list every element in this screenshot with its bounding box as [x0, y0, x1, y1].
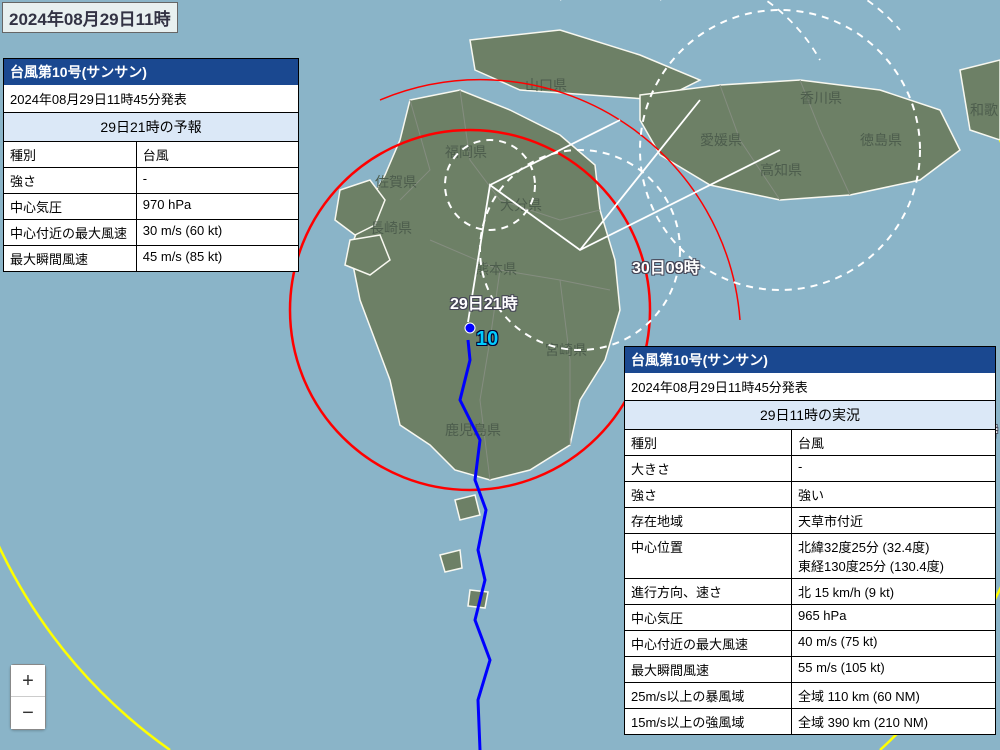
row-key: 中心気圧 [4, 194, 136, 220]
prefecture-label: 長崎県 [370, 218, 412, 238]
panel-announce: 2024年08月29日11時45分発表 [625, 373, 995, 401]
prefecture-label: 大分県 [500, 195, 542, 215]
row-value: 970 hPa [136, 194, 298, 220]
row-value: 30 m/s (60 kt) [136, 220, 298, 246]
map-timestamp: 2024年08月29日11時 [2, 2, 178, 33]
row-value: 40 m/s (75 kt) [792, 631, 996, 657]
row-key: 25m/s以上の暴風域 [625, 683, 792, 709]
row-value: 全域 390 km (210 NM) [792, 709, 996, 735]
table-row: 種別台風 [625, 430, 995, 456]
row-key: 中心付近の最大風速 [625, 631, 792, 657]
panel-announce: 2024年08月29日11時45分発表 [4, 85, 298, 113]
forecast-time-label: 30日09時 [632, 254, 700, 278]
row-value: - [792, 456, 996, 482]
table-row: 25m/s以上の暴風域全域 110 km (60 NM) [625, 683, 995, 709]
table-row: 進行方向、速さ北 15 km/h (9 kt) [625, 579, 995, 605]
row-key: 種別 [4, 142, 136, 168]
table-row: 中心気圧970 hPa [4, 194, 298, 220]
table-row: 強さ- [4, 168, 298, 194]
current-table: 種別台風大きさ-強さ強い存在地域天草市付近中心位置北緯32度25分 (32.4度… [625, 430, 995, 734]
table-row: 種別台風 [4, 142, 298, 168]
row-value: 55 m/s (105 kt) [792, 657, 996, 683]
zoom-control: + − [10, 664, 46, 730]
table-row: 中心付近の最大風速40 m/s (75 kt) [625, 631, 995, 657]
table-row: 中心位置北緯32度25分 (32.4度) 東経130度25分 (130.4度) [625, 534, 995, 579]
row-key: 最大瞬間風速 [625, 657, 792, 683]
typhoon-map[interactable]: 2024年08月29日11時 台風第10号(サンサン) 2024年08月29日1… [0, 0, 1000, 750]
row-value: 45 m/s (85 kt) [136, 246, 298, 272]
prefecture-label: 宮崎県 [545, 340, 587, 360]
table-row: 強さ強い [625, 482, 995, 508]
panel-subhead: 29日11時の実況 [625, 401, 995, 430]
row-value: 強い [792, 482, 996, 508]
row-key: 存在地域 [625, 508, 792, 534]
row-key: 強さ [4, 168, 136, 194]
row-value: - [136, 168, 298, 194]
panel-title: 台風第10号(サンサン) [4, 59, 298, 85]
row-value: 北 15 km/h (9 kt) [792, 579, 996, 605]
row-key: 最大瞬間風速 [4, 246, 136, 272]
prefecture-label: 佐賀県 [375, 172, 417, 192]
table-row: 最大瞬間風速55 m/s (105 kt) [625, 657, 995, 683]
table-row: 15m/s以上の強風域全域 390 km (210 NM) [625, 709, 995, 735]
prefecture-label: 徳島県 [860, 130, 902, 150]
table-row: 存在地域天草市付近 [625, 508, 995, 534]
prefecture-label: 鹿児島県 [445, 420, 501, 440]
row-key: 進行方向、速さ [625, 579, 792, 605]
forecast-time-label: 29日21時 [450, 290, 518, 314]
row-value: 965 hPa [792, 605, 996, 631]
prefecture-label: 高知県 [760, 160, 802, 180]
table-row: 中心付近の最大風速30 m/s (60 kt) [4, 220, 298, 246]
current-panel: 台風第10号(サンサン) 2024年08月29日11時45分発表 29日11時の… [624, 346, 996, 735]
row-value: 全域 110 km (60 NM) [792, 683, 996, 709]
row-key: 大きさ [625, 456, 792, 482]
prefecture-label: 和歌 [970, 100, 998, 120]
row-key: 15m/s以上の強風域 [625, 709, 792, 735]
panel-title: 台風第10号(サンサン) [625, 347, 995, 373]
forecast-panel: 台風第10号(サンサン) 2024年08月29日11時45分発表 29日21時の… [3, 58, 299, 272]
prefecture-label: 福岡県 [445, 142, 487, 162]
row-key: 中心位置 [625, 534, 792, 579]
table-row: 大きさ- [625, 456, 995, 482]
prefecture-label: 山口県 [525, 75, 567, 95]
row-key: 種別 [625, 430, 792, 456]
typhoon-number: 10 [476, 328, 498, 351]
forecast-table: 種別台風強さ-中心気圧970 hPa中心付近の最大風速30 m/s (60 kt… [4, 142, 298, 271]
table-row: 最大瞬間風速45 m/s (85 kt) [4, 246, 298, 272]
zoom-out-button[interactable]: − [11, 697, 45, 729]
table-row: 中心気圧965 hPa [625, 605, 995, 631]
row-value: 台風 [136, 142, 298, 168]
row-value: 北緯32度25分 (32.4度) 東経130度25分 (130.4度) [792, 534, 996, 579]
row-key: 中心付近の最大風速 [4, 220, 136, 246]
row-key: 中心気圧 [625, 605, 792, 631]
prefecture-label: 愛媛県 [700, 130, 742, 150]
panel-subhead: 29日21時の予報 [4, 113, 298, 142]
zoom-in-button[interactable]: + [11, 665, 45, 697]
prefecture-label: 香川県 [800, 88, 842, 108]
prefecture-label: 熊本県 [475, 259, 517, 279]
row-value: 台風 [792, 430, 996, 456]
row-key: 強さ [625, 482, 792, 508]
row-value: 天草市付近 [792, 508, 996, 534]
